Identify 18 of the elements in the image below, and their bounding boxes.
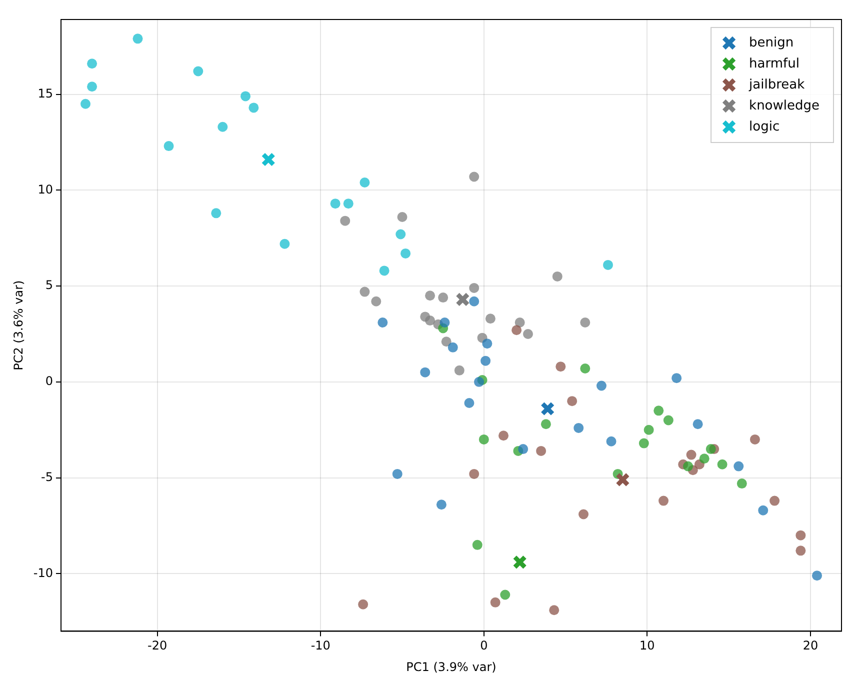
legend-label: jailbreak	[748, 77, 806, 92]
y-tick-label: 5	[45, 278, 53, 292]
x-tick-label: -20	[148, 638, 168, 653]
legend-label: benign	[749, 35, 794, 50]
x-tick-label: 0	[480, 638, 488, 653]
y-tick-label: 10	[38, 182, 53, 196]
legend-label: logic	[749, 119, 780, 134]
x-tick-label: 10	[640, 638, 655, 653]
y-tick-label: 15	[38, 86, 53, 100]
y-tick-label: -5	[41, 470, 53, 484]
legend-label: harmful	[749, 56, 800, 72]
legend-label: knowledge	[749, 98, 820, 114]
x-axis-title: PC1 (3.9% var)	[406, 660, 496, 674]
y-tick-label: 0	[45, 374, 53, 388]
y-tick-label: -10	[33, 566, 53, 580]
x-tick-label: -10	[310, 638, 330, 653]
x-tick-label: 20	[802, 638, 818, 653]
y-axis-title: PC2 (3.6% var)	[11, 280, 26, 370]
